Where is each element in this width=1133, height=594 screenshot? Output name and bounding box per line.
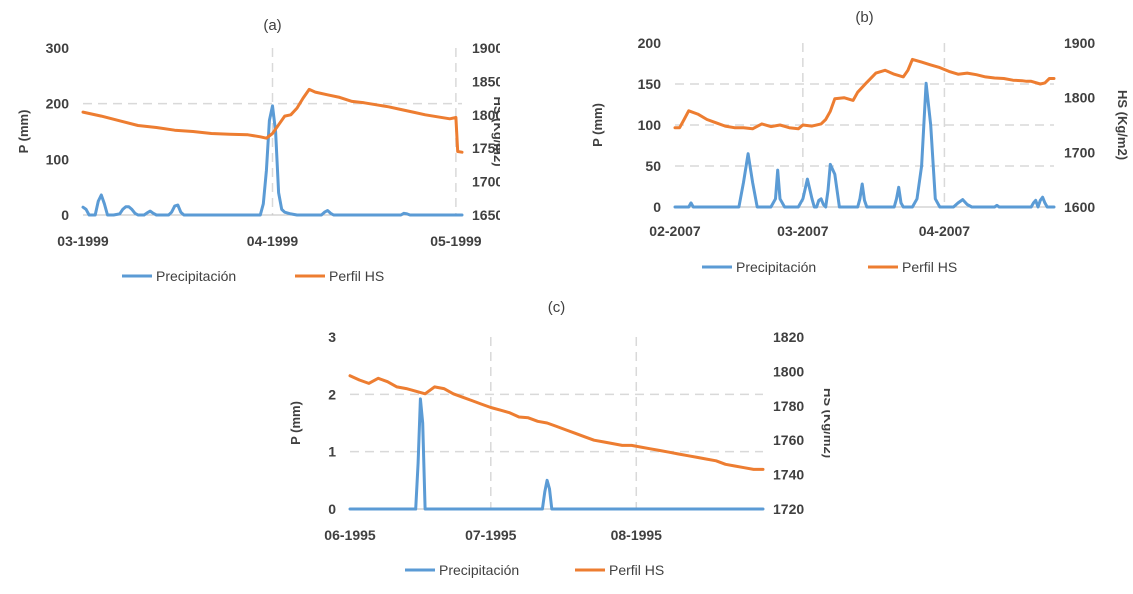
y2-tick-label: 1900: [1064, 35, 1095, 51]
x-tick-label: 08-1995: [611, 527, 663, 543]
y2-tick-label: 1780: [773, 398, 804, 414]
y2-tick-label: 1800: [1064, 90, 1095, 106]
chart-panel-c: 0 1 2 3 1720 1740 1760 1780 1800 1820 06-1995 07-19…: [270, 290, 836, 589]
series-line-precipitacion: [348, 397, 765, 511]
y2-tick-label: 1820: [773, 329, 804, 345]
y2-axis-label: HS (Kg/m2): [821, 388, 830, 458]
x-tick-label: 03-1999: [57, 233, 109, 249]
series-line-precipitacion: [673, 81, 1056, 209]
legend-label: Perfil HS: [609, 562, 664, 578]
panel-title: (b): [855, 9, 873, 26]
x-tick-label: 07-1995: [465, 527, 517, 543]
y2-tick-label: 1800: [773, 363, 804, 379]
legend-label: Perfil HS: [329, 268, 384, 284]
y-tick-label: 200: [46, 96, 70, 112]
y-tick-label: 3: [328, 329, 336, 345]
series-line-perfil-hs: [673, 57, 1056, 131]
y-axis-label: P (mm): [16, 110, 31, 154]
y2-tick-label: 1650: [472, 207, 500, 223]
y2-tick-label: 1800: [472, 107, 500, 123]
series-line-precipitacion: [81, 104, 464, 217]
y2-axis-label: HS (Kg/m2): [491, 96, 500, 166]
y-tick-label: 100: [638, 117, 662, 133]
chart-panel-b: 0 50 100 150 200 1600 1700 1800 1900 02-2007 03-20…: [580, 0, 1133, 300]
y-tick-label: 1: [328, 444, 336, 460]
y-tick-label: 150: [638, 76, 662, 92]
chart-panel-a: 0 100 200 300 1650 1700 1750 1800 1850 1900 03-199…: [0, 0, 506, 300]
y-tick-label: 0: [61, 207, 69, 223]
y2-tick-label: 1760: [773, 432, 804, 448]
x-tick-label: 06-1995: [324, 527, 376, 543]
y2-tick-label: 1850: [472, 73, 500, 89]
y-tick-label: 0: [328, 501, 336, 517]
x-tick-label: 03-2007: [777, 223, 829, 239]
y2-tick-label: 1750: [472, 140, 500, 156]
y-tick-label: 100: [46, 151, 70, 167]
y2-tick-label: 1700: [472, 174, 500, 190]
x-tick-label: 04-2007: [919, 223, 971, 239]
series-line-perfil-hs: [348, 374, 765, 471]
y-axis-label: P (mm): [590, 103, 605, 147]
y2-axis-label: HS (Kg/m2): [1115, 90, 1130, 160]
y2-tick-label: 1700: [1064, 144, 1095, 160]
legend-label: Precipitación: [156, 268, 236, 284]
y-tick-label: 2: [328, 386, 336, 402]
x-tick-label: 05-1999: [430, 233, 482, 249]
y2-tick-label: 1720: [773, 501, 804, 517]
y-axis-label: P (mm): [288, 401, 303, 445]
y-tick-label: 50: [645, 158, 661, 174]
chart-c-svg: 0 1 2 3 1720 1740 1760 1780 1800 1820 06-1995 07-19…: [288, 299, 836, 578]
series-line-perfil-hs: [81, 87, 464, 154]
x-tick-label: 02-2007: [649, 223, 701, 239]
legend-label: Precipitación: [439, 562, 519, 578]
panel-title: (a): [263, 17, 281, 34]
y2-tick-label: 1600: [1064, 199, 1095, 215]
y-tick-label: 200: [638, 35, 662, 51]
chart-a-svg: 0 100 200 300 1650 1700 1750 1800 1850 1900 03-199…: [16, 17, 506, 284]
y2-tick-label: 1900: [472, 40, 500, 56]
legend-label: Perfil HS: [902, 259, 957, 275]
legend-label: Precipitación: [736, 259, 816, 275]
x-tick-label: 04-1999: [247, 233, 299, 249]
panel-title: (c): [548, 299, 566, 316]
y2-tick-label: 1740: [773, 467, 804, 483]
y-tick-label: 300: [46, 40, 70, 56]
y-tick-label: 0: [653, 199, 661, 215]
chart-b-svg: 0 50 100 150 200 1600 1700 1800 1900 02-2007 03-20…: [590, 9, 1130, 275]
